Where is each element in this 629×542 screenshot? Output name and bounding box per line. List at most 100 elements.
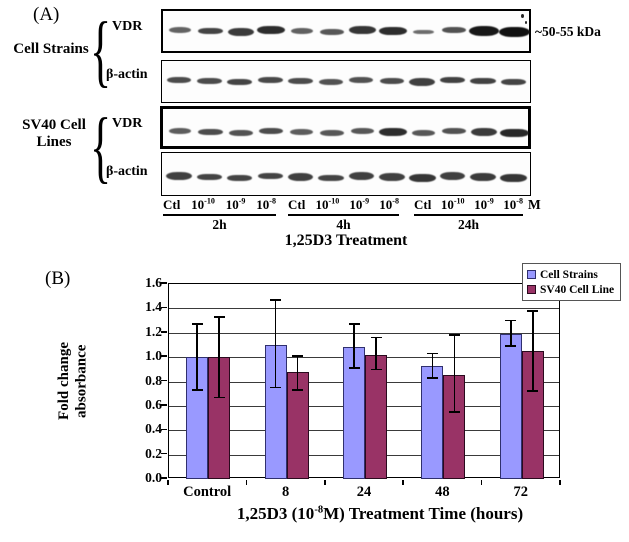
blot-band	[290, 28, 313, 34]
blot-band	[378, 173, 405, 181]
lane-label: 10-10	[315, 196, 340, 212]
y-axis-title: Fold change absorbance	[56, 342, 90, 420]
blot-band	[470, 77, 496, 85]
y-tick-label: 0.2	[145, 445, 162, 461]
y-tick-label: 1.6	[145, 275, 162, 290]
blot-band	[500, 128, 529, 138]
legend-swatch-cell-strains	[527, 270, 536, 279]
error-bar-cap-top	[292, 355, 304, 357]
time-label: 24h	[457, 217, 479, 232]
lane-label: 10-8	[503, 196, 523, 212]
blot-band	[198, 128, 223, 136]
time-label: 4h	[336, 217, 351, 232]
legend-label: SV40 Cell Line	[540, 283, 615, 296]
group-label-sv40: SV40 Cell Lines	[22, 117, 86, 151]
lane-label: 10-9	[349, 196, 370, 212]
blot-band	[408, 174, 436, 182]
y-tick-label: 0.0	[145, 470, 162, 485]
blot-speck	[525, 21, 527, 24]
lane-label: 10-9	[474, 196, 494, 212]
error-bar-line	[296, 355, 299, 391]
brace-sv40: {	[90, 103, 112, 191]
y-axis-title-wrap: Fold change absorbance	[56, 295, 91, 467]
blot-band	[166, 76, 192, 84]
blot-band	[348, 172, 375, 180]
brace-cell-strains: {	[90, 7, 112, 95]
blot-band	[499, 174, 527, 182]
blot-band	[290, 129, 313, 135]
blot-band	[439, 172, 466, 180]
y-tick-label: 0.8	[145, 372, 162, 388]
y-tick-label: 1.0	[145, 348, 162, 364]
x-category-label: 8	[281, 484, 290, 500]
blot-band	[412, 29, 434, 35]
lane-label: Ctl	[414, 197, 432, 212]
y-tick-mark	[161, 428, 167, 430]
error-bar-cap-top	[527, 310, 539, 312]
error-bar-line	[453, 335, 456, 412]
error-bar-line	[353, 324, 355, 369]
lane-label: 10-10	[191, 196, 215, 212]
y-tick-mark	[161, 331, 167, 333]
y-tick-label: 0.6	[145, 396, 162, 412]
lane-group: Ctl 10-10 10-9 10-8 4h	[288, 197, 399, 233]
treatment-title: 1,25D3 Treatment	[284, 232, 408, 249]
blot-band	[257, 76, 283, 84]
blot-band	[227, 28, 254, 36]
legend-swatch-sv40-cell-line	[527, 285, 536, 294]
legend-entry: Cell Strains	[527, 267, 614, 282]
blot-band	[468, 26, 500, 36]
y-tick-label: 0.4	[145, 421, 162, 437]
time-label: 2h	[212, 217, 227, 232]
blot-band	[257, 26, 286, 34]
antibody-label-actin-sv40: β-actin	[106, 164, 148, 179]
error-bar-cap-top	[191, 323, 203, 325]
y-tick-label: 1.2	[145, 323, 162, 339]
lane-label: Ctl	[288, 197, 306, 212]
blot-band	[166, 172, 192, 180]
molecular-weight-label: ~50-55 kDa	[535, 24, 601, 39]
blot-band	[500, 78, 526, 86]
lane-label: 10-8	[256, 196, 276, 212]
lane-label-row: Ctl 10-10 10-9 10-8	[414, 197, 523, 216]
blot-band	[441, 26, 466, 34]
error-bar-cap-bottom	[270, 386, 282, 389]
y-tick-mark	[161, 355, 167, 357]
error-bar-line	[196, 324, 198, 391]
blot-band	[349, 76, 374, 84]
gridline	[169, 308, 559, 310]
lane-group: Ctl 10-10 10-9 10-8 24h	[414, 197, 523, 233]
x-category-label: 72	[513, 484, 529, 500]
error-bar-cap-bottom	[213, 396, 225, 399]
error-bar-cap-bottom	[505, 345, 517, 347]
lane-label-row: Ctl 10-10 10-9 10-8	[163, 197, 276, 216]
error-bar-cap-top	[448, 334, 460, 336]
error-bar-cap-top	[370, 336, 382, 339]
lane-label: 10-10	[440, 196, 465, 212]
blot-band	[470, 128, 498, 136]
x-category-label: 48	[435, 484, 450, 500]
legend-label: Cell Strains	[540, 268, 598, 281]
antibody-label-vdr-sv40: VDR	[112, 116, 143, 131]
y-tick-mark	[161, 404, 167, 406]
blot-band	[318, 174, 344, 182]
blot-band	[439, 76, 466, 84]
gridline	[169, 332, 559, 334]
x-tick-mark	[245, 479, 248, 485]
antibody-label-vdr-cell-strains: VDR	[112, 19, 143, 34]
blot-band	[227, 78, 253, 86]
x-tick-mark	[559, 479, 561, 485]
unit-label: M	[528, 197, 541, 212]
blot-band	[228, 129, 253, 137]
error-bar-line	[510, 320, 512, 347]
x-title-exponent: -8	[314, 504, 324, 516]
x-axis-title: 1,25D3 (10-8M) Treatment Time (hours)	[130, 504, 629, 524]
blot-band	[169, 27, 191, 33]
blot-band	[378, 128, 407, 136]
error-bar-cap-top	[213, 316, 225, 318]
x-tick-mark	[324, 479, 326, 485]
x-tick-mark	[167, 479, 169, 485]
blot-band	[498, 27, 530, 37]
bar-cell-strains	[499, 333, 522, 479]
